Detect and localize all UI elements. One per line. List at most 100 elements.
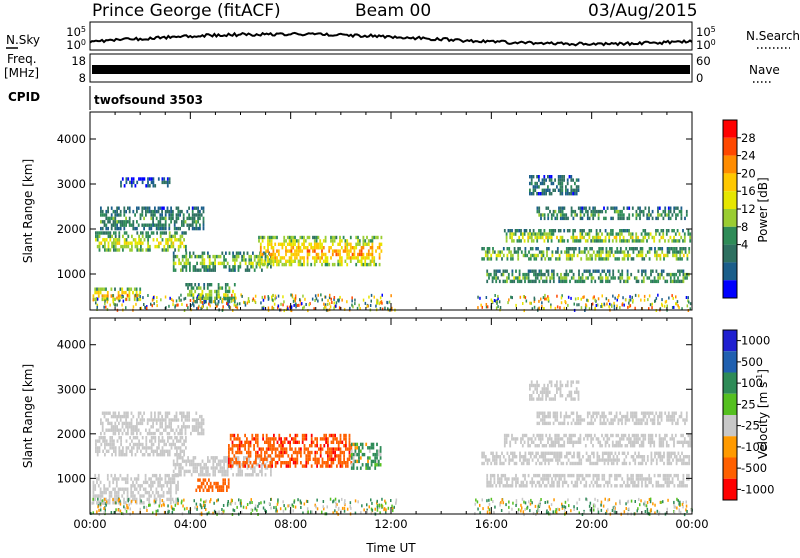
echo-cell	[208, 478, 210, 481]
echo-cell	[654, 250, 656, 253]
echo-cell	[203, 489, 205, 492]
echo-cell	[592, 422, 594, 425]
echo-cell	[138, 177, 140, 180]
echo-cell	[209, 269, 211, 272]
echo-cell	[571, 236, 573, 239]
echo-cell	[540, 437, 542, 440]
echo-cell	[363, 246, 365, 249]
echo-cell	[159, 494, 161, 497]
echo-cell	[621, 213, 623, 216]
echo-cell	[107, 301, 109, 304]
echo-cell	[681, 458, 683, 461]
echo-cell	[612, 295, 614, 298]
echo-cell	[612, 217, 614, 220]
echo-cell	[147, 184, 149, 187]
echo-cell	[118, 415, 120, 418]
echo-cell	[576, 477, 578, 480]
echo-cell	[672, 458, 674, 461]
echo-cell	[673, 297, 675, 300]
echo-cell	[622, 257, 624, 260]
echo-cell	[643, 477, 645, 480]
echo-cell	[542, 178, 544, 181]
echo-cell	[633, 247, 635, 250]
echo-cell	[676, 462, 678, 465]
echo-cell	[100, 418, 102, 421]
echo-cell	[237, 303, 239, 306]
echo-cell	[213, 482, 215, 485]
echo-cell	[569, 175, 571, 178]
echo-cell	[650, 434, 652, 437]
echo-cell	[205, 293, 207, 296]
echo-cell	[351, 450, 353, 453]
echo-cell	[506, 434, 508, 437]
echo-cell	[580, 257, 582, 260]
echo-cell	[167, 432, 169, 435]
echo-cell	[228, 444, 230, 447]
echo-cell	[619, 437, 621, 440]
echo-cell	[216, 456, 218, 459]
echo-cell	[296, 256, 298, 259]
echo-cell	[259, 470, 261, 473]
echo-cell	[537, 247, 539, 250]
echo-cell	[305, 246, 307, 249]
echo-cell	[145, 446, 147, 449]
echo-cell	[353, 460, 355, 463]
echo-cell	[283, 236, 285, 239]
echo-cell	[276, 256, 278, 259]
echo-cell	[522, 236, 524, 239]
echo-cell	[109, 217, 111, 220]
echo-cell	[192, 217, 194, 220]
colorbar-swatch	[723, 191, 737, 209]
echo-cell	[97, 439, 99, 442]
echo-cell	[94, 474, 96, 477]
echo-cell	[268, 437, 270, 440]
echo-cell	[576, 474, 578, 477]
echo-cell	[515, 304, 517, 307]
echo-cell	[231, 300, 233, 303]
echo-cell	[152, 304, 154, 307]
echo-cell	[232, 444, 234, 447]
echo-cell	[683, 462, 685, 465]
echo-cell	[253, 437, 255, 440]
echo-cell	[549, 178, 551, 181]
echo-cell	[672, 247, 674, 250]
echo-cell	[375, 263, 377, 266]
echo-cell	[688, 229, 690, 232]
echo-cell	[564, 455, 566, 458]
echo-cell	[641, 444, 643, 447]
echo-cell	[183, 231, 185, 234]
echo-cell	[506, 484, 508, 487]
echo-cell	[602, 452, 604, 455]
echo-cell	[102, 439, 104, 442]
echo-cell	[374, 460, 376, 463]
echo-cell	[618, 213, 620, 216]
echo-cell	[577, 452, 579, 455]
echo-cell	[668, 210, 670, 213]
echo-cell	[479, 297, 481, 300]
echo-cell	[329, 454, 331, 457]
echo-cell	[536, 232, 538, 235]
echo-cell	[211, 262, 213, 265]
echo-cell	[669, 455, 671, 458]
echo-cell	[238, 265, 240, 268]
echo-cell	[122, 235, 124, 238]
echo-cell	[174, 248, 176, 251]
echo-cell	[582, 455, 584, 458]
echo-cell	[522, 302, 524, 305]
echo-cell	[346, 246, 348, 249]
echo-cell	[116, 494, 118, 497]
echo-cell	[183, 422, 185, 425]
echo-cell	[551, 229, 553, 232]
echo-cell	[525, 247, 527, 250]
echo-cell	[562, 280, 564, 283]
echo-cell	[327, 461, 329, 464]
echo-cell	[223, 265, 225, 268]
echo-cell	[507, 257, 509, 260]
echo-cell	[153, 238, 155, 241]
echo-cell	[107, 207, 109, 210]
echo-cell	[655, 434, 657, 437]
echo-cell	[262, 434, 264, 437]
echo-cell	[131, 412, 133, 415]
nsky-tick-top: 105	[66, 25, 86, 39]
